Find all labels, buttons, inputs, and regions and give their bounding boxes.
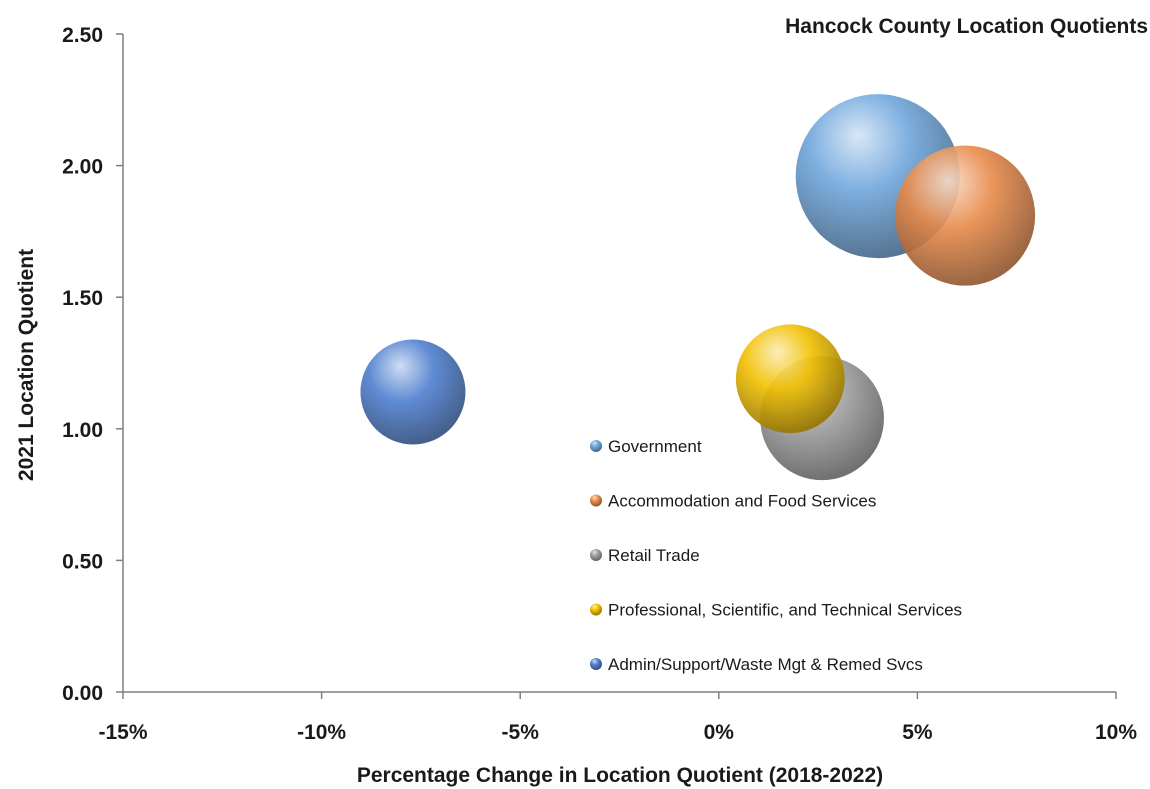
y-tick-label: 1.50 — [62, 287, 103, 310]
bubble — [895, 145, 1036, 286]
x-axis-title: Percentage Change in Location Quotient (… — [357, 764, 883, 787]
y-tick-label: 2.50 — [62, 24, 103, 47]
legend-marker — [590, 603, 602, 616]
legend-label: Professional, Scientific, and Technical … — [608, 601, 962, 620]
legend-marker — [590, 494, 602, 507]
y-tick-label: 1.00 — [62, 419, 103, 442]
x-tick-label: -10% — [297, 721, 346, 744]
y-tick-label: 2.00 — [62, 156, 103, 179]
legend-label: Accommodation and Food Services — [608, 492, 876, 511]
legend-label: Retail Trade — [608, 546, 700, 565]
y-tick-label: 0.00 — [62, 682, 103, 705]
legend-marker — [590, 440, 602, 452]
x-tick-label: 0% — [704, 721, 735, 744]
legend-label: Government — [608, 437, 702, 456]
legend-marker — [590, 549, 602, 561]
bubble — [360, 339, 466, 445]
x-tick-label: -5% — [502, 721, 540, 744]
legend-label: Admin/Support/Waste Mgt & Remed Svcs — [608, 655, 923, 674]
x-tick-label: -15% — [98, 721, 147, 744]
axes: -15% -10% -5% 0% 5% 10% 0.00 0.50 1.00 1.50 2.00 2.… — [62, 24, 1137, 744]
bubble — [735, 324, 845, 434]
bubbles — [360, 94, 1036, 481]
x-tick-label: 10% — [1095, 721, 1137, 744]
x-tick-label: 5% — [902, 721, 933, 744]
legend: Government Accommodation and Food Service… — [590, 437, 962, 674]
y-tick-label: 0.50 — [62, 550, 103, 573]
y-axis-title: 2021 Location Quotient — [15, 249, 38, 481]
legend-marker — [590, 658, 602, 670]
chart-title: Hancock County Location Quotients — [785, 15, 1148, 38]
